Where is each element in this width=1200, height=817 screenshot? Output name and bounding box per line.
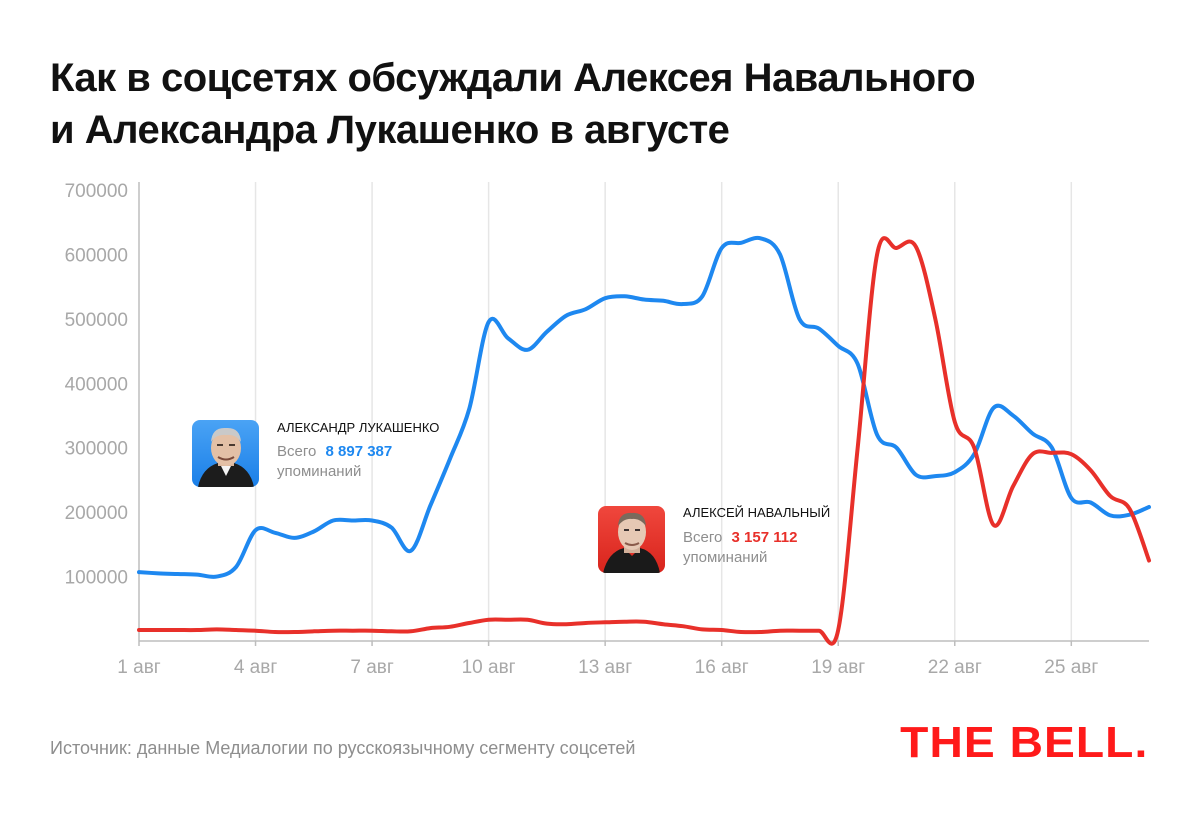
y-tick-label: 600000 <box>65 245 128 266</box>
chart-title-line-1: Как в соцсетях обсуждали Алексея Навальн… <box>50 56 976 100</box>
x-tick-label: 10 авг <box>462 657 516 678</box>
x-axis-labels: 1 авг 4 авг 7 авг 10 авг 13 авг 16 авг 19 авг 2… <box>117 641 1098 678</box>
x-tick-label: 7 авг <box>350 657 394 678</box>
y-tick-label: 100000 <box>65 568 128 589</box>
x-tick-label: 4 авг <box>234 657 278 678</box>
series-line-navalny <box>137 236 1151 646</box>
series-line-lukashenko <box>137 235 1151 579</box>
navalny-portrait-icon <box>598 506 665 573</box>
series-layer <box>137 235 1151 646</box>
chart-title-line-2: и Александра Лукашенко в августе <box>50 108 730 152</box>
x-tick-label: 19 авг <box>811 657 865 678</box>
legend-lukashenko-total-prefix: Всего <box>277 443 316 460</box>
y-tick-label: 700000 <box>65 181 128 202</box>
x-tick-label: 13 авг <box>578 657 632 678</box>
legend-navalny-total-prefix: Всего <box>683 529 722 546</box>
source-note: Источник: данные Медиалогии по русскоязы… <box>50 738 636 758</box>
x-tick-label: 25 авг <box>1044 657 1098 678</box>
grid-lines <box>254 182 1073 641</box>
x-tick-label: 1 авг <box>117 657 161 678</box>
y-axis-labels: 100000 200000 300000 400000 500000 600000 7000… <box>65 181 128 589</box>
legend-lukashenko-name: АЛЕКСАНДР ЛУКАШЕНКО <box>277 420 439 435</box>
legend-lukashenko-suffix: упоминаний <box>277 463 361 480</box>
x-tick-label: 16 авг <box>695 657 749 678</box>
y-tick-label: 500000 <box>65 310 128 331</box>
legend-lukashenko: АЛЕКСАНДР ЛУКАШЕНКО Всего 8 897 387 упом… <box>192 420 439 487</box>
y-tick-label: 400000 <box>65 374 128 395</box>
y-tick-label: 200000 <box>65 503 128 524</box>
y-tick-label: 300000 <box>65 439 128 460</box>
lukashenko-portrait-icon <box>192 420 259 487</box>
legend-lukashenko-total-value: 8 897 387 <box>326 443 393 460</box>
x-tick-label: 22 авг <box>928 657 982 678</box>
legend-navalny-name: АЛЕКСЕЙ НАВАЛЬНЫЙ <box>683 505 830 520</box>
legend-lukashenko-total: Всего 8 897 387 <box>277 443 392 460</box>
legend-navalny-total-value: 3 157 112 <box>732 529 798 546</box>
the-bell-logo: THE BELL. <box>899 718 1148 767</box>
legend-navalny-total: Всего 3 157 112 <box>683 529 797 546</box>
legend-navalny-suffix: упоминаний <box>683 549 767 566</box>
legend-navalny: АЛЕКСЕЙ НАВАЛЬНЫЙ Всего 3 157 112 упомин… <box>598 505 830 573</box>
chart-title: Как в соцсетях обсуждали Алексея Навальн… <box>50 52 1150 156</box>
